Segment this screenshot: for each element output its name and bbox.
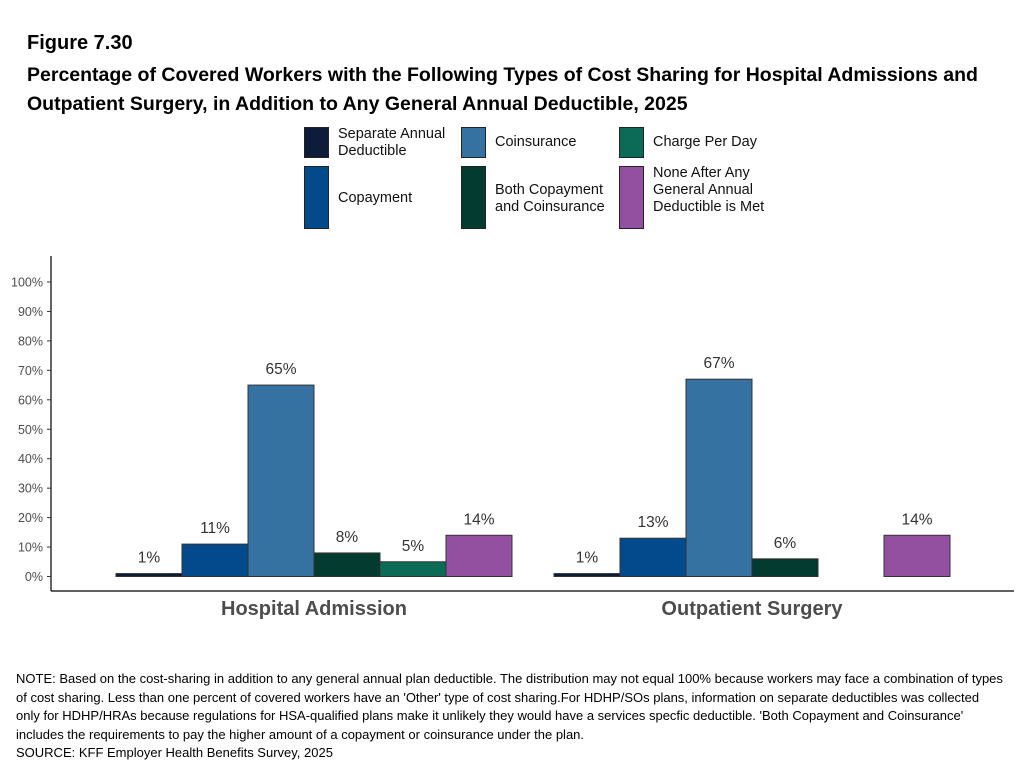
legend-label: Copayment	[338, 190, 413, 206]
data-label: 11%	[200, 520, 230, 537]
y-tick-label: 0%	[25, 570, 43, 584]
data-label: 6%	[774, 535, 797, 552]
figure-label: Figure 7.30	[27, 32, 133, 54]
data-label: 8%	[336, 529, 359, 546]
bar	[247, 384, 315, 578]
y-tick-label: 10%	[18, 541, 43, 555]
y-tick-label: 60%	[18, 393, 43, 407]
legend-label: None After Any General Annual Deductible…	[653, 165, 765, 215]
legend-swatch	[619, 127, 644, 158]
bar	[553, 573, 621, 577]
bar	[445, 534, 513, 578]
y-tick-label: 80%	[18, 334, 43, 348]
data-label: 1%	[576, 550, 599, 567]
y-tick-label: 70%	[18, 364, 43, 378]
y-tick-label: 20%	[18, 511, 43, 525]
notes: NOTE: Based on the cost-sharing in addit…	[16, 670, 1006, 763]
legend-label: Separate Annual Deductible	[338, 126, 446, 159]
y-tick-label: 90%	[18, 305, 43, 319]
legend-label: Charge Per Day	[653, 134, 757, 150]
bar	[115, 573, 183, 577]
bar	[619, 537, 687, 578]
data-label: 14%	[901, 511, 932, 528]
x-tick-label: Outpatient Surgery	[661, 598, 843, 620]
legend-swatch	[304, 127, 329, 158]
legend-label: Both Copayment and Coinsurance	[495, 182, 605, 215]
bar	[685, 378, 753, 577]
legend-label: Coinsurance	[495, 134, 577, 150]
data-label: 65%	[265, 361, 296, 378]
bar	[313, 552, 381, 578]
y-tick-label: 30%	[18, 482, 43, 496]
source-text: SOURCE: KFF Employer Health Benefits Sur…	[16, 745, 333, 760]
bar	[379, 561, 447, 578]
legend-swatch	[304, 166, 329, 229]
figure-title: Percentage of Covered Workers with the F…	[27, 64, 978, 115]
data-label: 67%	[703, 355, 734, 372]
x-tick-label: Hospital Admission	[221, 598, 407, 620]
legend-swatch	[461, 127, 486, 158]
data-label: 5%	[402, 538, 425, 555]
note-text: NOTE: Based on the cost-sharing in addit…	[16, 671, 1003, 742]
bar-chart: 0% 10% 20% 30% 40% 50% 60% 70% 80% 90% 100% 1% 11% 65…	[11, 256, 1014, 620]
bar	[751, 558, 819, 578]
legend-swatch	[619, 166, 644, 229]
y-tick-label: 50%	[18, 423, 43, 437]
legend-swatch	[461, 166, 486, 229]
bar	[181, 543, 249, 577]
data-label: 13%	[637, 514, 668, 531]
data-label: 1%	[138, 550, 161, 567]
data-label: 14%	[463, 511, 494, 528]
y-tick-label: 40%	[18, 452, 43, 466]
bar	[883, 534, 951, 578]
y-tick-label: 100%	[11, 276, 43, 290]
